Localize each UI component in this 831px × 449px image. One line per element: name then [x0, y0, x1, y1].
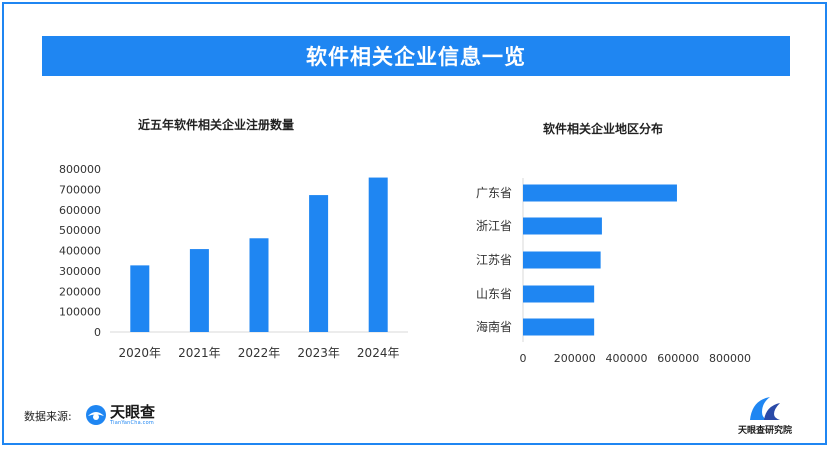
left-chart-title: 近五年软件相关企业注册数量: [138, 118, 295, 132]
bar-4: [523, 318, 595, 336]
x-tick-label: 600000: [657, 352, 699, 365]
y-tick-label: 广东省: [476, 186, 512, 200]
y-tick-label: 100000: [59, 306, 101, 319]
y-tick-label: 浙江省: [476, 219, 512, 233]
x-tick-label: 400000: [606, 352, 648, 365]
right-chart-title: 软件相关企业地区分布: [543, 122, 664, 136]
bar-1: [189, 249, 209, 332]
y-tick-label: 400000: [59, 245, 101, 258]
x-tick-label: 0: [520, 352, 527, 365]
bar-4: [368, 177, 388, 332]
logo-name: 天眼查: [110, 402, 156, 421]
tianyancha-logo: 天眼查 TianYanCha.com: [85, 402, 155, 428]
page-title: 软件相关企业信息一览: [306, 45, 526, 69]
source-label: 数据来源:: [24, 410, 72, 423]
bar-3: [523, 285, 595, 303]
institute-logo: 天眼查研究院: [730, 394, 800, 436]
x-tick-label: 200000: [554, 352, 596, 365]
tianyancha-eye-icon: [86, 405, 106, 425]
x-tick-label: 2022年: [238, 346, 281, 360]
y-tick-label: 500000: [59, 224, 101, 237]
x-tick-label: 2021年: [178, 346, 221, 360]
bar-2: [249, 238, 269, 332]
y-tick-label: 0: [94, 326, 101, 339]
bar-0: [523, 184, 677, 202]
bar-0: [130, 265, 150, 332]
y-tick-label: 江苏省: [476, 253, 512, 267]
x-tick-label: 800000: [709, 352, 751, 365]
y-tick-label: 200000: [59, 285, 101, 298]
institute-emblem-icon: [750, 397, 780, 420]
bar-2: [523, 251, 601, 269]
y-tick-label: 300000: [59, 265, 101, 278]
y-tick-label: 800000: [59, 163, 101, 176]
bar-1: [523, 217, 602, 235]
y-tick-label: 海南省: [476, 319, 512, 334]
y-tick-label: 700000: [59, 183, 101, 196]
x-tick-label: 2023年: [297, 346, 340, 360]
y-tick-label: 600000: [59, 204, 101, 217]
x-tick-label: 2024年: [357, 346, 400, 360]
title-banner: 软件相关企业信息一览: [42, 36, 790, 76]
logo-url: TianYanCha.com: [110, 419, 154, 426]
bar-3: [309, 195, 329, 332]
x-tick-label: 2020年: [119, 346, 162, 360]
y-tick-label: 山东省: [476, 287, 512, 301]
institute-name: 天眼查研究院: [737, 426, 792, 436]
